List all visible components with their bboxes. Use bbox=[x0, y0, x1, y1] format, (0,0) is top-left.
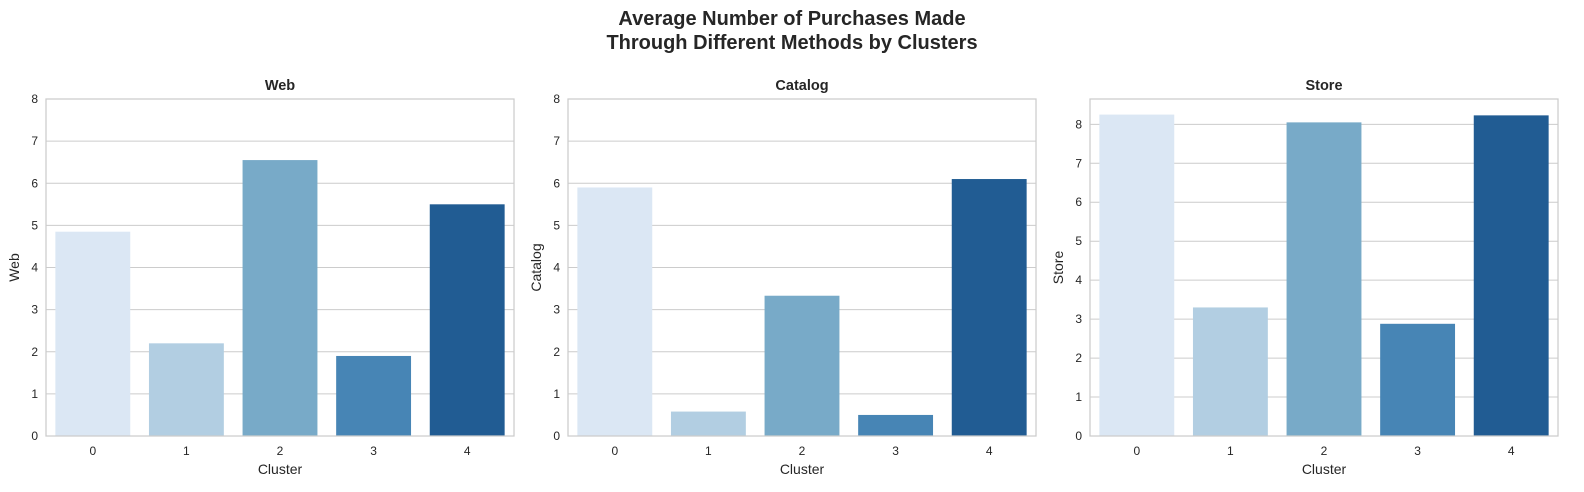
chart-store: Store Cluster Store 0 1 2 3 4 5 6 7 8 0 1 2 3 4 bbox=[1050, 78, 1559, 477]
y-tick-label: 3 bbox=[1075, 312, 1082, 326]
bar-cluster-3 bbox=[336, 355, 412, 436]
y-tick-label: 2 bbox=[1075, 351, 1082, 365]
y-tick-label: 7 bbox=[553, 134, 560, 148]
ticks-catalog: 0 1 2 3 4 5 6 7 8 0 1 2 3 4 bbox=[553, 92, 993, 458]
bar-cluster-2 bbox=[1286, 122, 1362, 436]
x-axis-label-store: Cluster bbox=[1302, 461, 1347, 477]
y-tick-label: 8 bbox=[553, 92, 560, 106]
y-tick-label: 8 bbox=[1075, 117, 1082, 131]
bar-cluster-1 bbox=[670, 411, 746, 436]
x-tick-label: 1 bbox=[705, 444, 712, 458]
x-axis-label-catalog: Cluster bbox=[780, 461, 825, 477]
y-tick-label: 6 bbox=[553, 176, 560, 190]
y-tick-label: 1 bbox=[553, 387, 560, 401]
chart-title-catalog: Catalog bbox=[775, 78, 828, 94]
chart-web: Web Cluster Web 0 1 2 3 4 5 6 7 8 0 1 2 3 4 bbox=[6, 78, 515, 477]
y-tick-label: 6 bbox=[1075, 195, 1082, 209]
y-tick-label: 7 bbox=[1075, 156, 1082, 170]
y-axis-label-catalog: Catalog bbox=[528, 243, 544, 291]
bar-cluster-0 bbox=[1099, 114, 1175, 437]
x-tick-label: 4 bbox=[464, 444, 471, 458]
x-tick-label: 1 bbox=[183, 444, 190, 458]
bar-cluster-4 bbox=[951, 179, 1027, 436]
bar-cluster-1 bbox=[1192, 307, 1268, 436]
x-tick-label: 2 bbox=[799, 444, 806, 458]
x-axis-label-web: Cluster bbox=[258, 461, 303, 477]
y-tick-label: 5 bbox=[553, 218, 560, 232]
y-tick-label: 8 bbox=[31, 92, 38, 106]
y-tick-label: 3 bbox=[553, 303, 560, 317]
y-tick-label: 3 bbox=[31, 303, 38, 317]
x-tick-label: 0 bbox=[611, 444, 618, 458]
bars-web bbox=[55, 160, 505, 437]
bars-store bbox=[1099, 114, 1549, 437]
y-tick-label: 0 bbox=[553, 429, 560, 443]
y-tick-label: 4 bbox=[1075, 273, 1082, 287]
chart-title-store: Store bbox=[1305, 78, 1342, 94]
chart-title-web: Web bbox=[265, 78, 295, 94]
y-tick-label: 7 bbox=[31, 134, 38, 148]
y-tick-label: 2 bbox=[31, 345, 38, 359]
bar-cluster-1 bbox=[148, 343, 224, 436]
bars-catalog bbox=[577, 179, 1027, 436]
bar-cluster-2 bbox=[764, 295, 840, 436]
chart-catalog: Catalog Cluster Catalog 0 1 2 3 4 5 6 7 8 0 1 2 3 4 bbox=[528, 78, 1037, 477]
x-tick-label: 2 bbox=[1321, 444, 1328, 458]
bar-cluster-3 bbox=[858, 414, 934, 436]
bar-cluster-3 bbox=[1380, 323, 1456, 436]
ticks-store: 0 1 2 3 4 5 6 7 8 0 1 2 3 4 bbox=[1075, 117, 1515, 458]
y-tick-label: 5 bbox=[1075, 234, 1082, 248]
y-tick-label: 1 bbox=[1075, 390, 1082, 404]
x-tick-label: 0 bbox=[1133, 444, 1140, 458]
x-tick-label: 4 bbox=[1508, 444, 1515, 458]
y-tick-label: 4 bbox=[31, 261, 38, 275]
y-tick-label: 5 bbox=[31, 218, 38, 232]
y-tick-label: 2 bbox=[553, 345, 560, 359]
plot-frame-store bbox=[1089, 98, 1559, 437]
y-tick-label: 0 bbox=[31, 429, 38, 443]
bar-cluster-0 bbox=[577, 187, 653, 436]
y-tick-label: 0 bbox=[1075, 429, 1082, 443]
plot-frame-web bbox=[45, 98, 515, 437]
x-tick-label: 4 bbox=[986, 444, 993, 458]
x-tick-label: 2 bbox=[277, 444, 284, 458]
x-tick-label: 1 bbox=[1227, 444, 1234, 458]
figure-title-line-1: Average Number of Purchases Made bbox=[618, 8, 965, 30]
y-axis-label-store: Store bbox=[1050, 251, 1066, 285]
y-tick-label: 1 bbox=[31, 387, 38, 401]
bar-cluster-0 bbox=[55, 231, 131, 436]
ticks-web: 0 1 2 3 4 5 6 7 8 0 1 2 3 4 bbox=[31, 92, 471, 458]
y-tick-label: 4 bbox=[553, 261, 560, 275]
x-tick-label: 0 bbox=[89, 444, 96, 458]
y-tick-label: 6 bbox=[31, 176, 38, 190]
x-tick-label: 3 bbox=[892, 444, 899, 458]
bar-cluster-4 bbox=[429, 204, 505, 436]
plot-frame-catalog bbox=[567, 98, 1037, 437]
figure-title-line-2: Through Different Methods by Clusters bbox=[606, 32, 977, 54]
y-axis-label-web: Web bbox=[6, 253, 22, 282]
bar-cluster-4 bbox=[1473, 115, 1549, 436]
x-tick-label: 3 bbox=[1414, 444, 1421, 458]
x-tick-label: 3 bbox=[370, 444, 377, 458]
bar-cluster-2 bbox=[242, 160, 318, 437]
